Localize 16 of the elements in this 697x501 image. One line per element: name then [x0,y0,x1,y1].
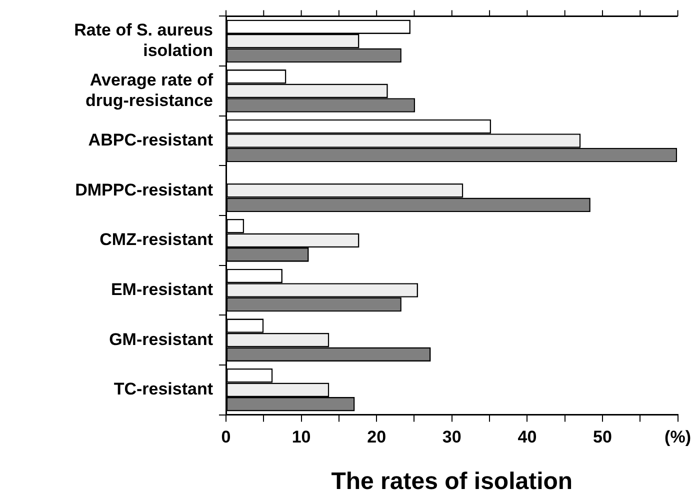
y-tick-label: DMPPC-resistant [75,180,214,200]
y-tick-label: EM-resistant [110,280,214,299]
x-tick-label: 40 [518,428,537,447]
x-tick-label: 20 [367,428,386,447]
x-tick-label: 30 [442,428,462,447]
y-tick-label: Rate of S. aureus isolation [74,20,213,60]
y-tick-label: Average rate of drug-resistance [85,70,214,110]
y-tick-label: ABPC-resistant [88,130,214,150]
x-axis-title: The rates of isolation [331,468,573,496]
x-tick-label: 50 [593,428,612,447]
y-tick-label: TC-resistant [114,380,214,399]
x-tick-label: 10 [292,428,311,447]
y-tick-label: CMZ-resistant [100,230,214,250]
y-tick-label: GM-resistant [109,330,214,349]
x-tick-label: (%) [664,428,692,447]
x-tick-label: 0 [221,428,231,447]
